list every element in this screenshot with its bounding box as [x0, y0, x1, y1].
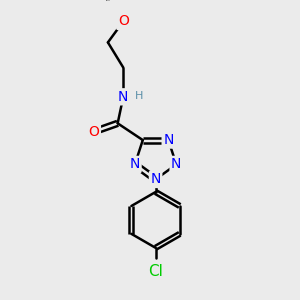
Text: N: N — [171, 158, 181, 171]
Text: N: N — [150, 172, 161, 187]
Text: O: O — [88, 125, 99, 139]
Text: N: N — [118, 90, 128, 104]
Text: methyl: methyl — [106, 0, 110, 1]
Text: N: N — [130, 158, 140, 171]
Text: N: N — [163, 133, 174, 147]
Text: O: O — [118, 14, 129, 28]
Text: Cl: Cl — [148, 264, 163, 279]
Text: H: H — [135, 91, 143, 101]
